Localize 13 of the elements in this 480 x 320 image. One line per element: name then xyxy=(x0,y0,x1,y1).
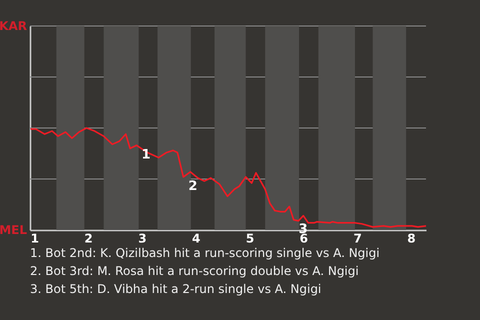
x-tick-label: 7 xyxy=(353,232,362,246)
x-tick-label: 2 xyxy=(84,232,93,246)
x-tick-label: 1 xyxy=(30,232,39,246)
annotation: 2 xyxy=(188,178,198,194)
x-tick-label: 3 xyxy=(138,232,147,246)
x-tick-label: 5 xyxy=(246,232,254,246)
text: KAR xyxy=(0,19,27,33)
x-tick-label: 4 xyxy=(192,232,200,246)
text: MEL xyxy=(0,223,28,237)
text: 1. Bot 2nd: K. Qizilbash hit a run-scoring single vs A. Ngigi xyxy=(30,245,380,262)
text: 2. Bot 3rd: M. Rosa hit a run-scoring double vs A. Ngigi xyxy=(30,263,360,280)
text: 3. Bot 5th: D. Vibha hit a 2-run single vs A. Ngigi xyxy=(30,281,322,298)
x-tick-label: 8 xyxy=(407,232,416,246)
